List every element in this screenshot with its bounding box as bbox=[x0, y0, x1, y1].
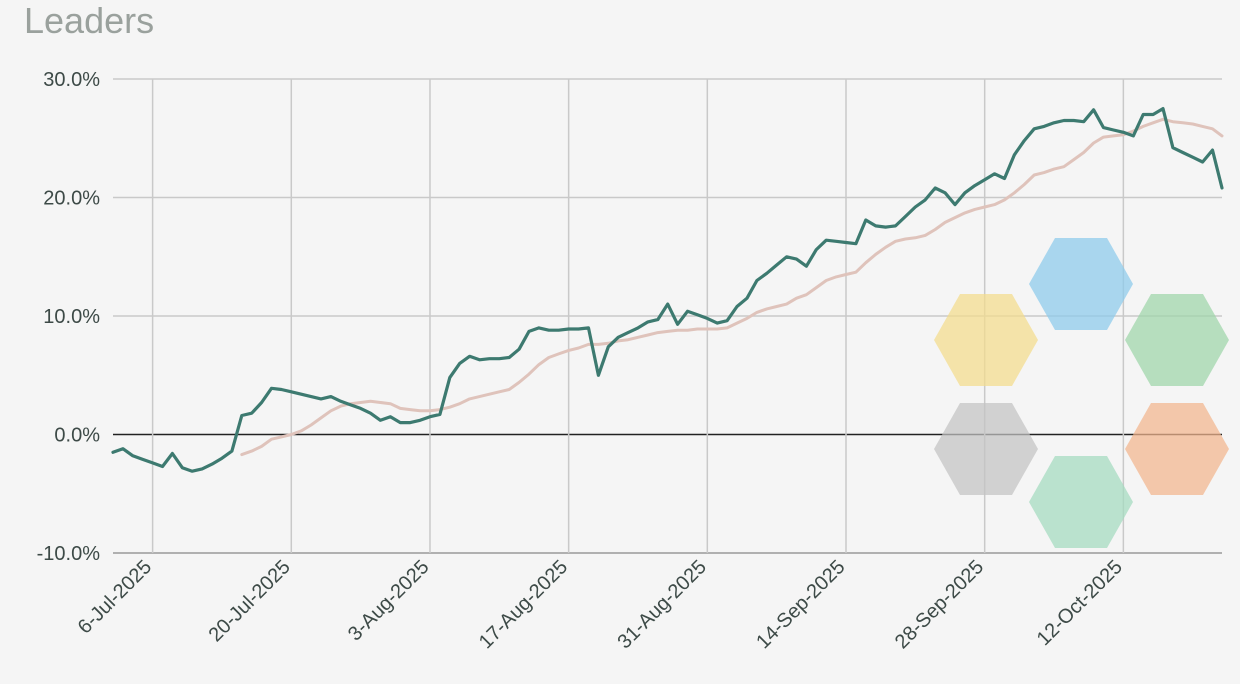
y-tick-label: 20.0% bbox=[43, 188, 100, 210]
x-tick-label: 28-Sep-2025 bbox=[891, 556, 988, 653]
hexagon-decoration bbox=[934, 238, 1229, 548]
y-tick-label: -10.0% bbox=[37, 543, 101, 565]
x-tick-label: 12-Oct-2025 bbox=[1033, 556, 1127, 650]
series-line-primary bbox=[111, 107, 1224, 473]
x-axis-ticks: 6-Jul-2025 20-Jul-2025 3-Aug-2025 17-Aug-20… bbox=[74, 556, 1127, 653]
x-tick-label: 6-Jul-2025 bbox=[74, 556, 156, 638]
x-tick-label: 14-Sep-2025 bbox=[752, 556, 849, 653]
hexagon-mint bbox=[1029, 456, 1133, 548]
y-tick-label: 30.0% bbox=[43, 69, 100, 91]
x-tick-label: 3-Aug-2025 bbox=[344, 556, 433, 645]
x-tick-label: 17-Aug-2025 bbox=[475, 556, 572, 653]
hexagon-yellow bbox=[934, 294, 1038, 386]
hexagon-green bbox=[1125, 294, 1229, 386]
y-tick-label: 10.0% bbox=[43, 306, 100, 328]
chart-title: Leaders bbox=[24, 0, 154, 41]
hexagon-gray bbox=[934, 403, 1038, 495]
y-tick-label: 0.0% bbox=[54, 425, 100, 447]
x-tick-label: 31-Aug-2025 bbox=[614, 556, 711, 653]
x-tick-label: 20-Jul-2025 bbox=[205, 556, 295, 646]
hexagon-orange bbox=[1125, 403, 1229, 495]
series-lines bbox=[111, 107, 1224, 473]
grid bbox=[113, 78, 1222, 554]
series-line-secondary bbox=[240, 117, 1224, 457]
hexagon-blue bbox=[1029, 238, 1133, 330]
y-axis-ticks: 30.0% 20.0% 10.0% 0.0% -10.0% bbox=[37, 69, 101, 565]
